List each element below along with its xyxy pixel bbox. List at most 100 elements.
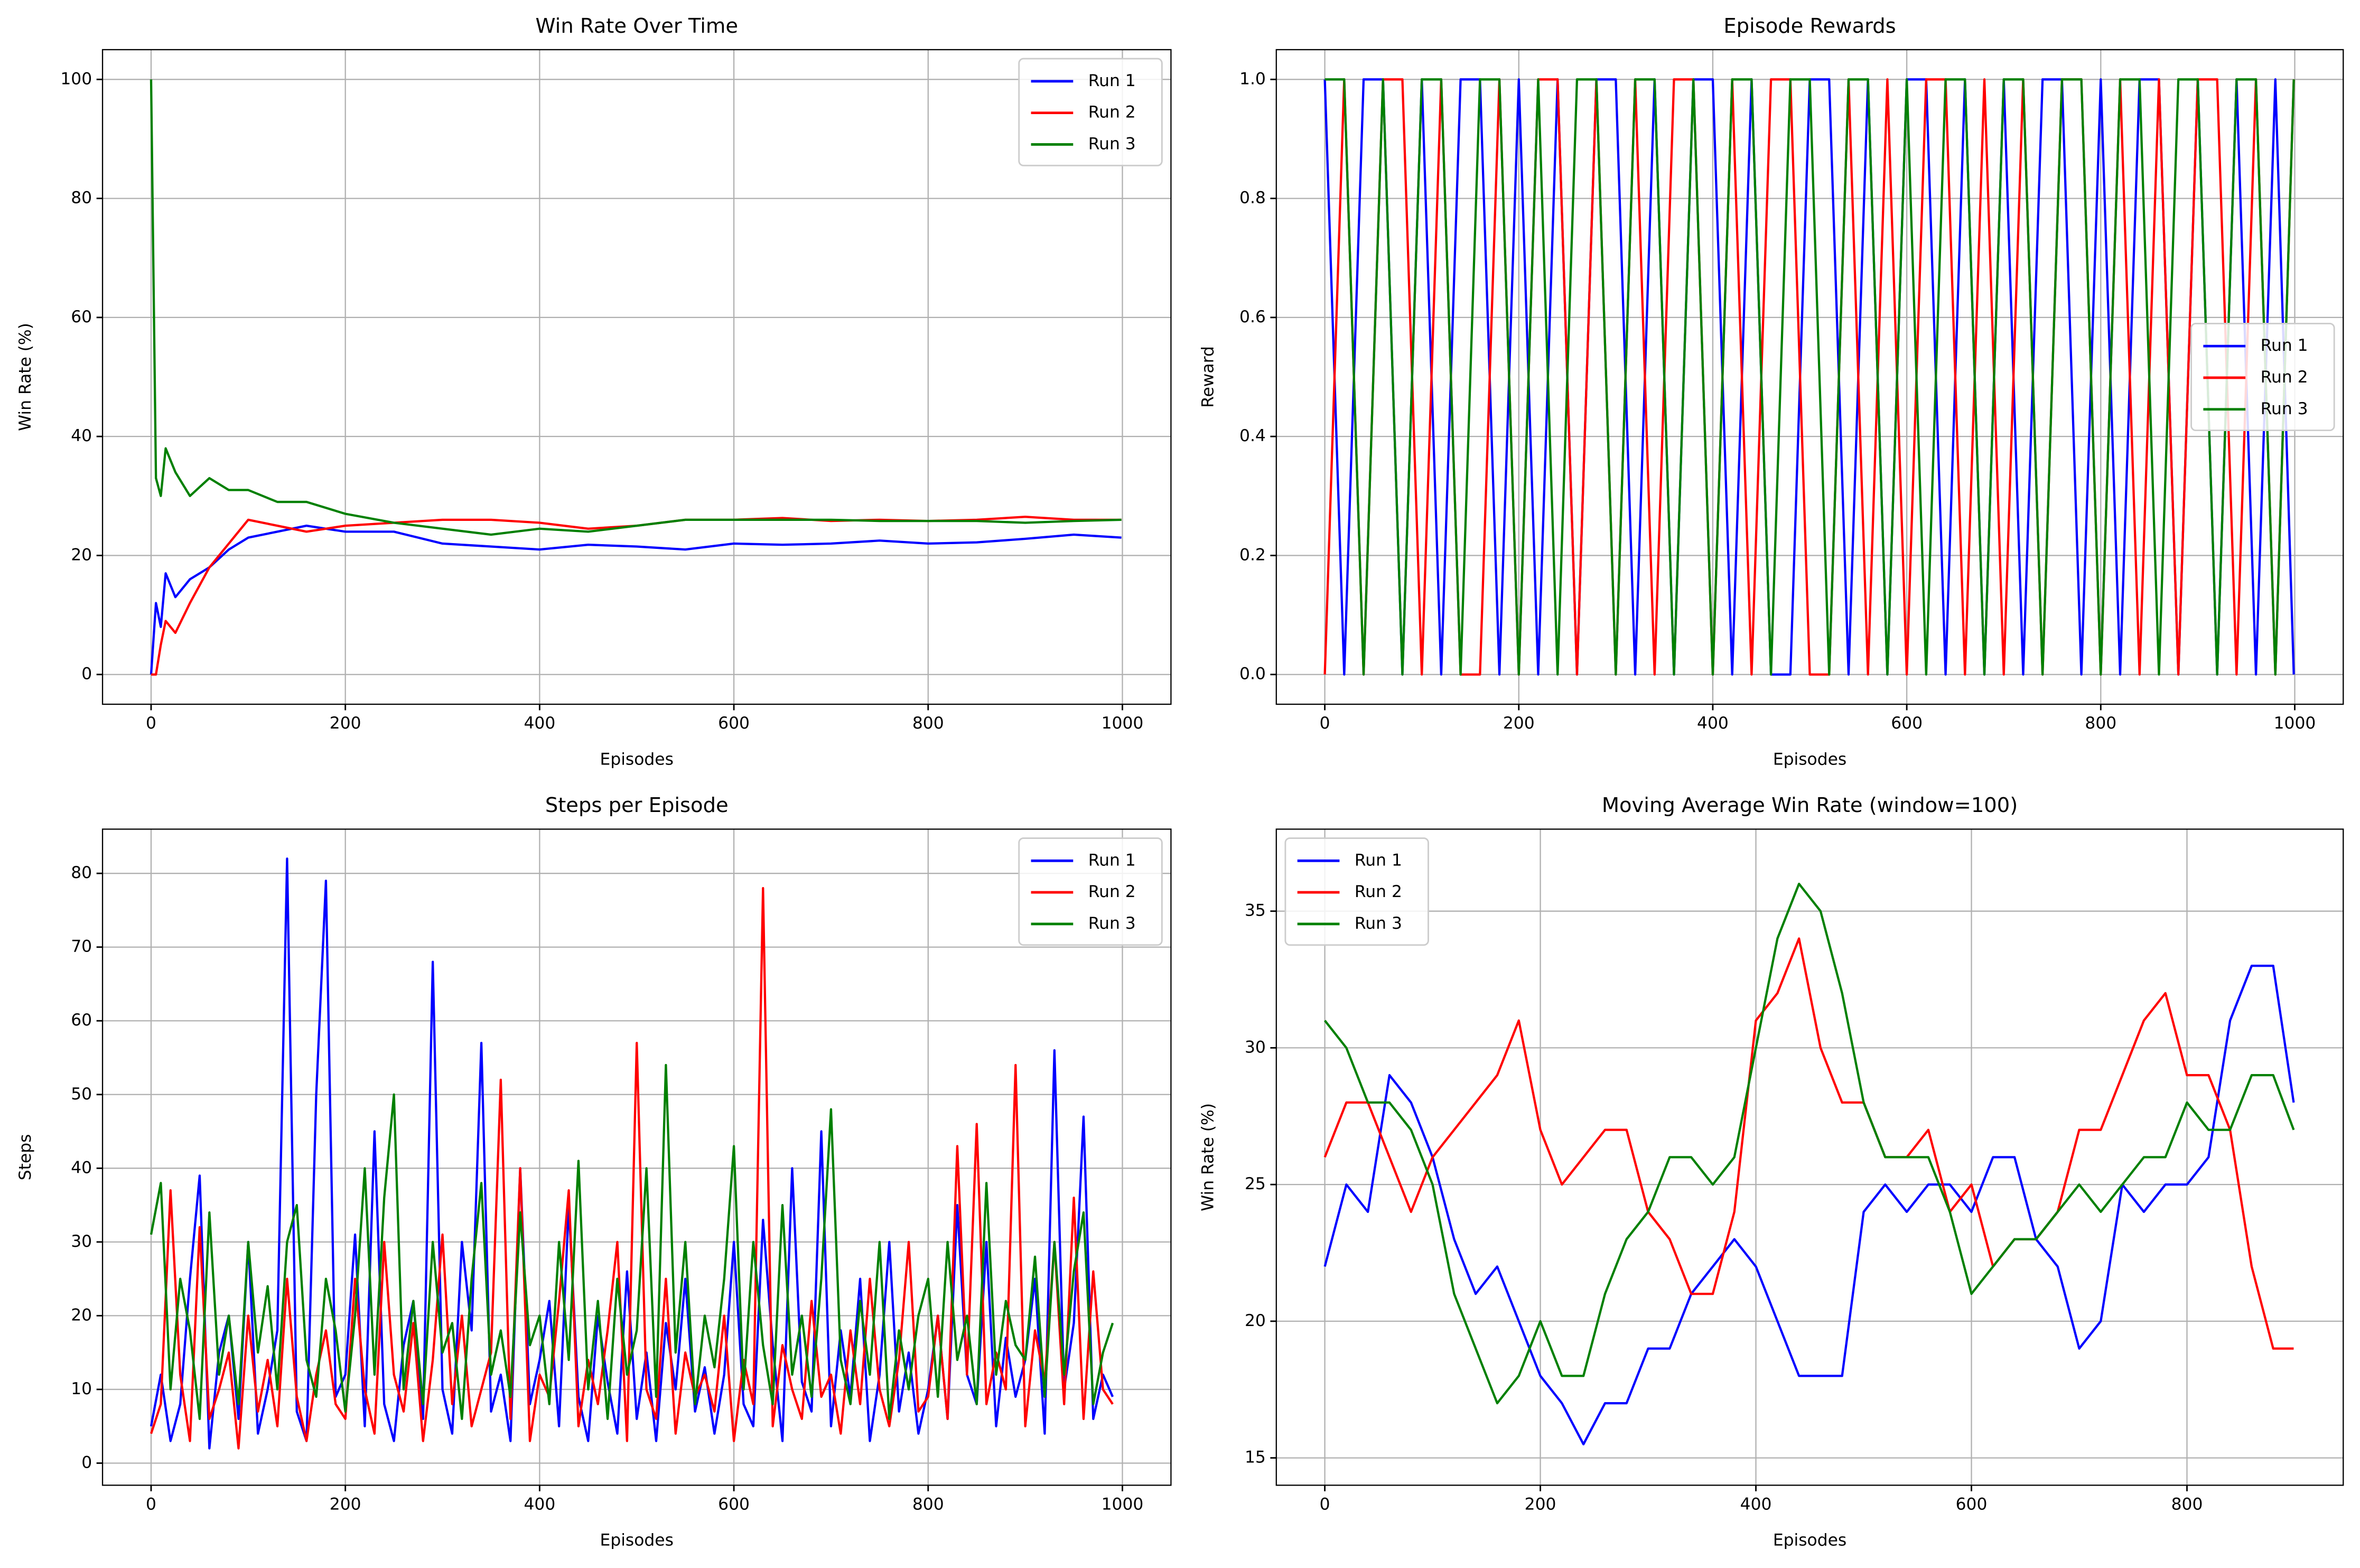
x-tick-label: 1000 xyxy=(1102,1495,1144,1514)
legend-label: Run 1 xyxy=(2261,336,2308,355)
legend-label: Run 2 xyxy=(1088,882,1136,901)
subplot: 0 200 400 600 800 15 20 25 30 35 Moving Average Wi… xyxy=(1199,794,2344,1550)
axes-frame xyxy=(101,49,1172,705)
legend-box xyxy=(1018,58,1163,166)
legend-box xyxy=(1018,837,1163,946)
y-tick-label: 50 xyxy=(71,1085,92,1104)
y-tick-label: 0.6 xyxy=(1239,307,1266,326)
x-tick-label: 600 xyxy=(718,1495,750,1514)
plot-area xyxy=(1323,78,2295,676)
y-tick-label: 100 xyxy=(60,69,92,88)
x-tick-label: 600 xyxy=(718,714,750,733)
legend-box xyxy=(2190,322,2335,432)
plot-area xyxy=(150,79,1122,676)
legend: Run 1 Run 2 Run 3 xyxy=(1018,58,1163,166)
y-tick-label: 35 xyxy=(1245,901,1266,920)
legend-box xyxy=(1284,837,1429,946)
x-axis-label: Episodes xyxy=(600,1531,674,1550)
x-tick-label: 800 xyxy=(2085,714,2116,733)
x-tick-label: 800 xyxy=(912,714,944,733)
x-tick-label: 0 xyxy=(146,1495,156,1514)
x-axis-label: Episodes xyxy=(1773,1531,1846,1550)
x-tick-label: 400 xyxy=(1697,714,1729,733)
x-axis-label: Episodes xyxy=(600,750,674,769)
axes-frame xyxy=(1275,828,2344,1486)
x-tick-label: 200 xyxy=(330,714,361,733)
x-tick-label: 400 xyxy=(1740,1495,1772,1514)
axes-frame xyxy=(1275,49,2344,705)
y-tick-label: 15 xyxy=(1245,1448,1266,1467)
y-tick-label: 80 xyxy=(71,189,92,208)
legend-label: Run 2 xyxy=(1355,882,1402,901)
legend: Run 1 Run 2 Run 3 xyxy=(1018,837,1163,946)
y-axis-label: Steps xyxy=(16,1134,35,1181)
legend-label: Run 3 xyxy=(1088,134,1136,153)
y-axis-label: Win Rate (%) xyxy=(1199,1103,1218,1211)
x-tick-label: 1000 xyxy=(1102,714,1144,733)
x-tick-label: 600 xyxy=(1956,1495,1988,1514)
chart-title: Steps per Episode xyxy=(545,794,729,817)
y-tick-label: 30 xyxy=(71,1232,92,1251)
chart-title: Moving Average Win Rate (window=100) xyxy=(1602,794,2018,817)
y-tick-label: 40 xyxy=(71,426,92,445)
y-tick-label: 0.2 xyxy=(1239,545,1266,564)
y-tick-label: 20 xyxy=(1245,1311,1266,1330)
series-line xyxy=(150,886,1114,1450)
series-line xyxy=(150,1063,1114,1420)
y-axis-label: Win Rate (%) xyxy=(16,323,35,431)
series-line xyxy=(1323,937,2294,1350)
series-line xyxy=(1324,78,2295,676)
y-tick-label: 20 xyxy=(71,1305,92,1324)
y-tick-label: 40 xyxy=(71,1158,92,1177)
subplot: 0 200 400 600 800 1000 0.0 0.2 0.4 0.6 0.8 1.0 Episo… xyxy=(1199,14,2344,769)
y-tick-label: 0.4 xyxy=(1239,426,1266,445)
x-tick-label: 600 xyxy=(1891,714,1923,733)
x-tick-label: 200 xyxy=(1503,714,1535,733)
legend: Run 1 Run 2 Run 3 xyxy=(1284,837,1429,946)
plot-area xyxy=(150,857,1114,1450)
x-tick-label: 0 xyxy=(146,714,156,733)
subplot: 0 200 400 600 800 1000 0 20 40 60 80 100 Win Rate Ov… xyxy=(16,14,1172,769)
x-axis-label: Episodes xyxy=(1773,750,1846,769)
plot-area xyxy=(1323,882,2295,1445)
x-tick-label: 200 xyxy=(330,1495,361,1514)
legend-label: Run 3 xyxy=(1088,914,1136,933)
x-tick-label: 800 xyxy=(912,1495,944,1514)
subplot: 0 200 400 600 800 1000 0 10 20 30 40 50 60 70 80 Steps … xyxy=(16,794,1172,1550)
x-tick-label: 1000 xyxy=(2274,714,2316,733)
x-tick-label: 400 xyxy=(524,1495,555,1514)
legend: Run 1 Run 2 Run 3 xyxy=(2190,322,2335,432)
legend-label: Run 1 xyxy=(1088,851,1136,870)
y-tick-label: 0 xyxy=(81,1453,92,1472)
series-line xyxy=(151,516,1122,676)
legend-label: Run 1 xyxy=(1355,851,1402,870)
legend-label: Run 1 xyxy=(1088,71,1136,90)
legend-label: Run 2 xyxy=(1088,103,1136,122)
y-tick-label: 25 xyxy=(1245,1174,1266,1193)
chart-title: Win Rate Over Time xyxy=(535,14,738,38)
y-tick-label: 60 xyxy=(71,1011,92,1030)
series-line xyxy=(150,524,1122,675)
series-line xyxy=(150,79,1122,536)
y-tick-label: 20 xyxy=(71,545,92,564)
y-tick-label: 1.0 xyxy=(1239,69,1266,88)
y-tick-label: 0.0 xyxy=(1239,665,1266,684)
y-tick-label: 0 xyxy=(81,665,92,684)
y-tick-label: 80 xyxy=(71,863,92,882)
legend-label: Run 2 xyxy=(2261,368,2308,387)
series-line xyxy=(1323,78,2295,676)
x-tick-label: 400 xyxy=(524,714,555,733)
y-tick-label: 0.8 xyxy=(1239,189,1266,208)
y-tick-label: 60 xyxy=(71,307,92,326)
chart-title: Episode Rewards xyxy=(1723,14,1896,38)
y-tick-label: 30 xyxy=(1245,1038,1266,1057)
y-tick-label: 70 xyxy=(71,937,92,956)
x-tick-label: 0 xyxy=(1320,1495,1330,1514)
x-tick-label: 200 xyxy=(1525,1495,1556,1514)
series-line xyxy=(1323,882,2295,1405)
x-tick-label: 800 xyxy=(2171,1495,2203,1514)
legend-label: Run 3 xyxy=(1355,914,1402,933)
x-tick-label: 0 xyxy=(1320,714,1330,733)
